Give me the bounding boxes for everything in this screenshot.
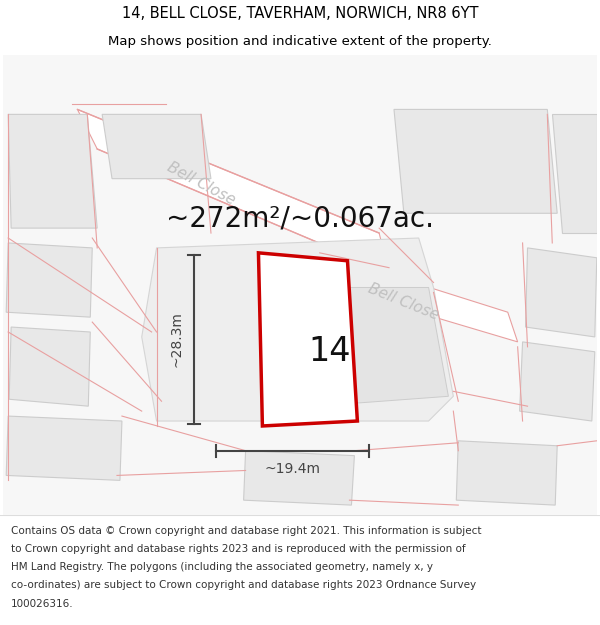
Text: co-ordinates) are subject to Crown copyright and database rights 2023 Ordnance S: co-ordinates) are subject to Crown copyr… — [11, 581, 476, 591]
Polygon shape — [142, 238, 454, 421]
Text: Map shows position and indicative extent of the property.: Map shows position and indicative extent… — [108, 35, 492, 48]
Polygon shape — [457, 441, 557, 505]
Text: to Crown copyright and database rights 2023 and is reproduced with the permissio: to Crown copyright and database rights 2… — [11, 544, 466, 554]
Text: ~272m²/~0.067ac.: ~272m²/~0.067ac. — [166, 204, 434, 232]
Polygon shape — [394, 109, 557, 213]
Polygon shape — [259, 253, 358, 426]
Text: Bell Close: Bell Close — [164, 159, 238, 208]
Text: 14, BELL CLOSE, TAVERHAM, NORWICH, NR8 6YT: 14, BELL CLOSE, TAVERHAM, NORWICH, NR8 6… — [122, 6, 478, 21]
Text: 14: 14 — [308, 335, 351, 368]
Polygon shape — [102, 114, 211, 179]
Polygon shape — [6, 243, 92, 317]
Polygon shape — [244, 451, 355, 505]
Polygon shape — [520, 342, 595, 421]
Polygon shape — [552, 114, 597, 233]
Polygon shape — [6, 416, 122, 481]
Text: 100026316.: 100026316. — [11, 599, 73, 609]
Polygon shape — [320, 253, 518, 342]
Polygon shape — [526, 248, 597, 337]
Text: HM Land Registry. The polygons (including the associated geometry, namely x, y: HM Land Registry. The polygons (includin… — [11, 562, 433, 572]
Text: Contains OS data © Crown copyright and database right 2021. This information is : Contains OS data © Crown copyright and d… — [11, 526, 481, 536]
Text: Bell Close: Bell Close — [367, 281, 442, 323]
Text: ~19.4m: ~19.4m — [265, 461, 320, 476]
Polygon shape — [9, 327, 90, 406]
Polygon shape — [8, 114, 97, 228]
Polygon shape — [77, 109, 389, 272]
Text: ~28.3m: ~28.3m — [169, 311, 184, 368]
Polygon shape — [315, 288, 448, 406]
